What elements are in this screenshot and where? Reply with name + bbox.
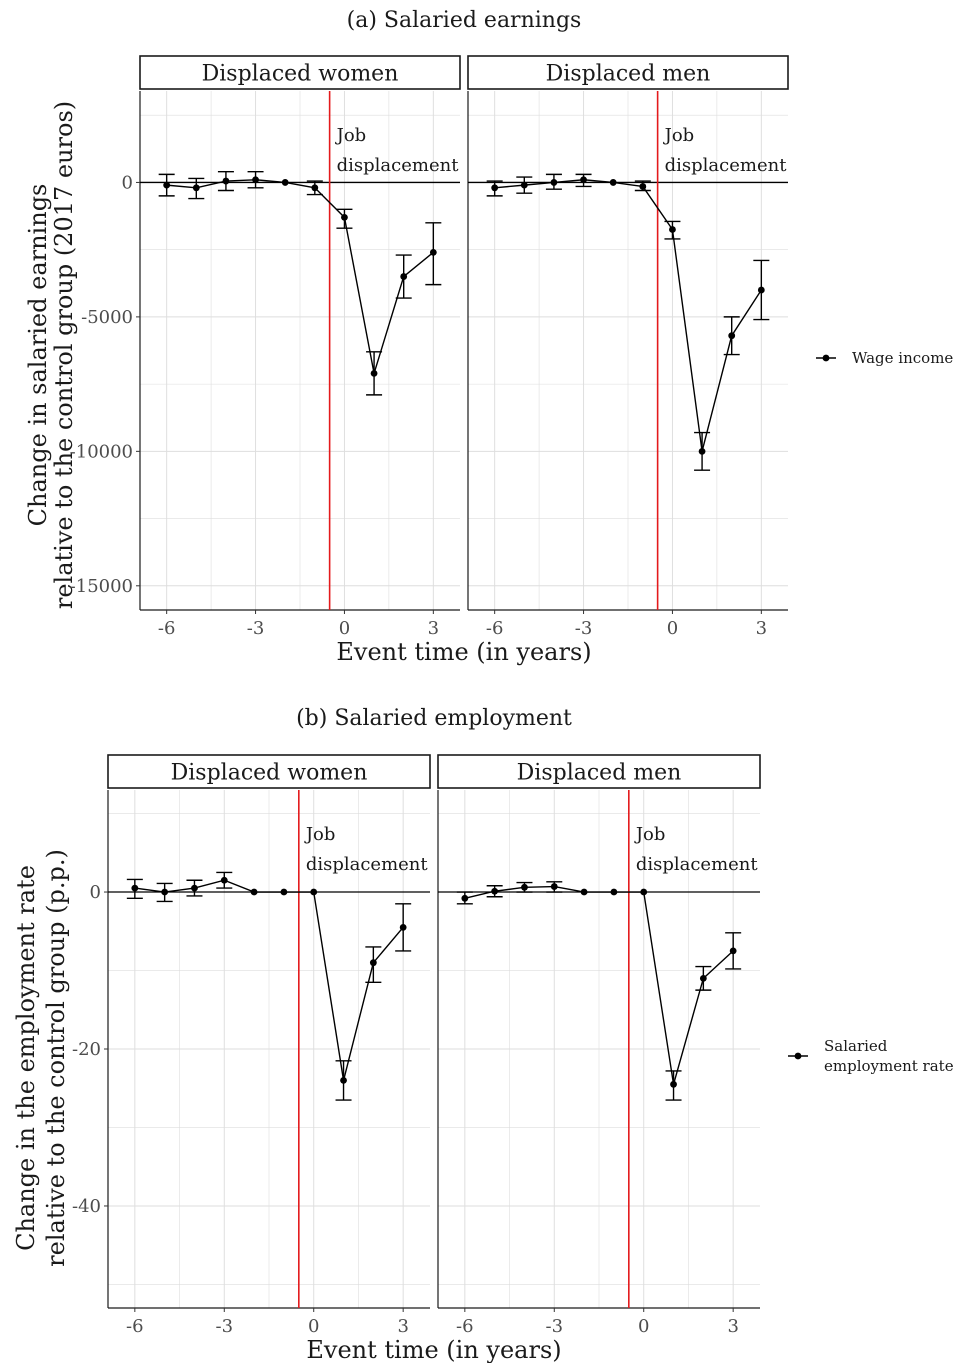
- data-point: [639, 183, 646, 190]
- data-point: [669, 226, 676, 233]
- data-point: [281, 889, 288, 896]
- data-point: [551, 179, 558, 186]
- annotation-label: Job: [634, 824, 666, 845]
- legend-label: Salaried: [824, 1037, 888, 1055]
- data-point: [700, 975, 707, 982]
- data-point: [699, 448, 706, 455]
- x-tick-label: 0: [667, 618, 678, 639]
- facet-strip-label: Displaced men: [517, 761, 682, 786]
- annotation-label: displacement: [306, 854, 429, 875]
- annotation-label: Job: [304, 824, 336, 845]
- data-point: [221, 877, 228, 884]
- data-point: [728, 332, 735, 339]
- chart-salaried-earnings: (a) Salaried earnings Change in salaried …: [24, 8, 953, 666]
- data-point: [430, 249, 437, 256]
- y-tick-label: -20: [72, 1039, 101, 1060]
- y-tick-label: 0: [90, 882, 101, 903]
- data-point: [610, 179, 617, 186]
- x-tick-label: -6: [486, 618, 504, 639]
- facet-panel: Displaced men Job displacement -6 -3 0 3: [468, 56, 788, 639]
- chart-salaried-employment: (b) Salaried employment Change in the emp…: [12, 706, 954, 1363]
- data-point: [310, 889, 317, 896]
- x-tick-label: 0: [638, 1316, 649, 1337]
- legend-label: Wage income: [852, 349, 953, 367]
- data-point: [341, 214, 348, 221]
- data-point: [282, 179, 289, 186]
- data-point: [161, 889, 168, 896]
- x-tick-label: 0: [308, 1316, 319, 1337]
- y-tick-label: -15000: [70, 576, 133, 597]
- x-tick-label: -3: [247, 618, 265, 639]
- data-point: [371, 370, 378, 377]
- annotation-label: Job: [335, 125, 367, 146]
- data-point: [461, 895, 468, 902]
- data-point: [640, 889, 647, 896]
- y-tick-label: -10000: [70, 441, 133, 462]
- data-point: [340, 1077, 347, 1084]
- x-tick-label: 3: [756, 618, 767, 639]
- legend-key-point: [823, 355, 830, 362]
- data-point: [758, 287, 765, 294]
- data-point: [223, 178, 230, 185]
- data-point: [251, 889, 258, 896]
- x-tick-label: 3: [727, 1316, 738, 1337]
- data-point: [670, 1081, 677, 1088]
- data-point: [370, 959, 377, 966]
- y-axis-title: Change in the employment rate: [12, 865, 40, 1251]
- data-point: [252, 176, 259, 183]
- y-tick-label: 0: [122, 172, 133, 193]
- y-axis-title: relative to the control group (2017 euro…: [50, 101, 78, 609]
- facet-strip-label: Displaced men: [546, 62, 711, 87]
- x-tick-label: -3: [546, 1316, 564, 1337]
- data-point: [521, 182, 528, 189]
- y-axis-title: relative to the control group (p.p.): [42, 849, 70, 1267]
- x-tick-label: -6: [158, 618, 176, 639]
- data-point: [400, 273, 407, 280]
- y-axis-title: Change in salaried earnings: [24, 184, 52, 527]
- data-point: [193, 184, 200, 191]
- facet-panel: Displaced men Job displacement -6 -3 0 3: [438, 755, 760, 1337]
- x-tick-label: -3: [216, 1316, 234, 1337]
- legend: Salaried employment rate: [788, 1037, 954, 1075]
- facet-strip-label: Displaced women: [202, 62, 399, 87]
- data-point: [581, 889, 588, 896]
- x-axis-title: Event time (in years): [306, 1336, 561, 1363]
- annotation-label: Job: [663, 125, 695, 146]
- x-tick-label: -6: [126, 1316, 144, 1337]
- legend-label: employment rate: [824, 1057, 954, 1075]
- y-tick-label: -5000: [81, 307, 133, 328]
- legend: Wage income: [816, 349, 953, 367]
- legend-key-point: [795, 1053, 802, 1060]
- x-tick-label: -3: [575, 618, 593, 639]
- data-point: [611, 889, 618, 896]
- annotation-label: displacement: [636, 854, 759, 875]
- x-tick-label: 0: [339, 618, 350, 639]
- data-point: [580, 176, 587, 183]
- chart-title: (b) Salaried employment: [296, 706, 572, 731]
- facet-panel: Displaced women Job displacement 0 -20 -40 -6 -…: [72, 755, 430, 1337]
- data-point: [551, 883, 558, 890]
- data-point: [131, 885, 138, 892]
- data-point: [163, 182, 170, 189]
- y-tick-label: -40: [72, 1196, 101, 1217]
- facet-strip-label: Displaced women: [171, 761, 368, 786]
- data-point: [521, 884, 528, 891]
- data-point: [311, 184, 318, 191]
- data-point: [400, 924, 407, 931]
- facet-panel: Displaced women Job displacement 0 -5000 -100…: [70, 56, 460, 639]
- annotation-label: displacement: [665, 155, 788, 176]
- x-axis-title: Event time (in years): [336, 638, 591, 666]
- data-point: [491, 888, 498, 895]
- x-tick-label: 3: [397, 1316, 408, 1337]
- data-point: [491, 184, 498, 191]
- x-tick-label: 3: [428, 618, 439, 639]
- data-point: [191, 885, 198, 892]
- data-point: [730, 947, 737, 954]
- chart-title: (a) Salaried earnings: [347, 8, 582, 33]
- x-tick-label: -6: [456, 1316, 474, 1337]
- annotation-label: displacement: [337, 155, 460, 176]
